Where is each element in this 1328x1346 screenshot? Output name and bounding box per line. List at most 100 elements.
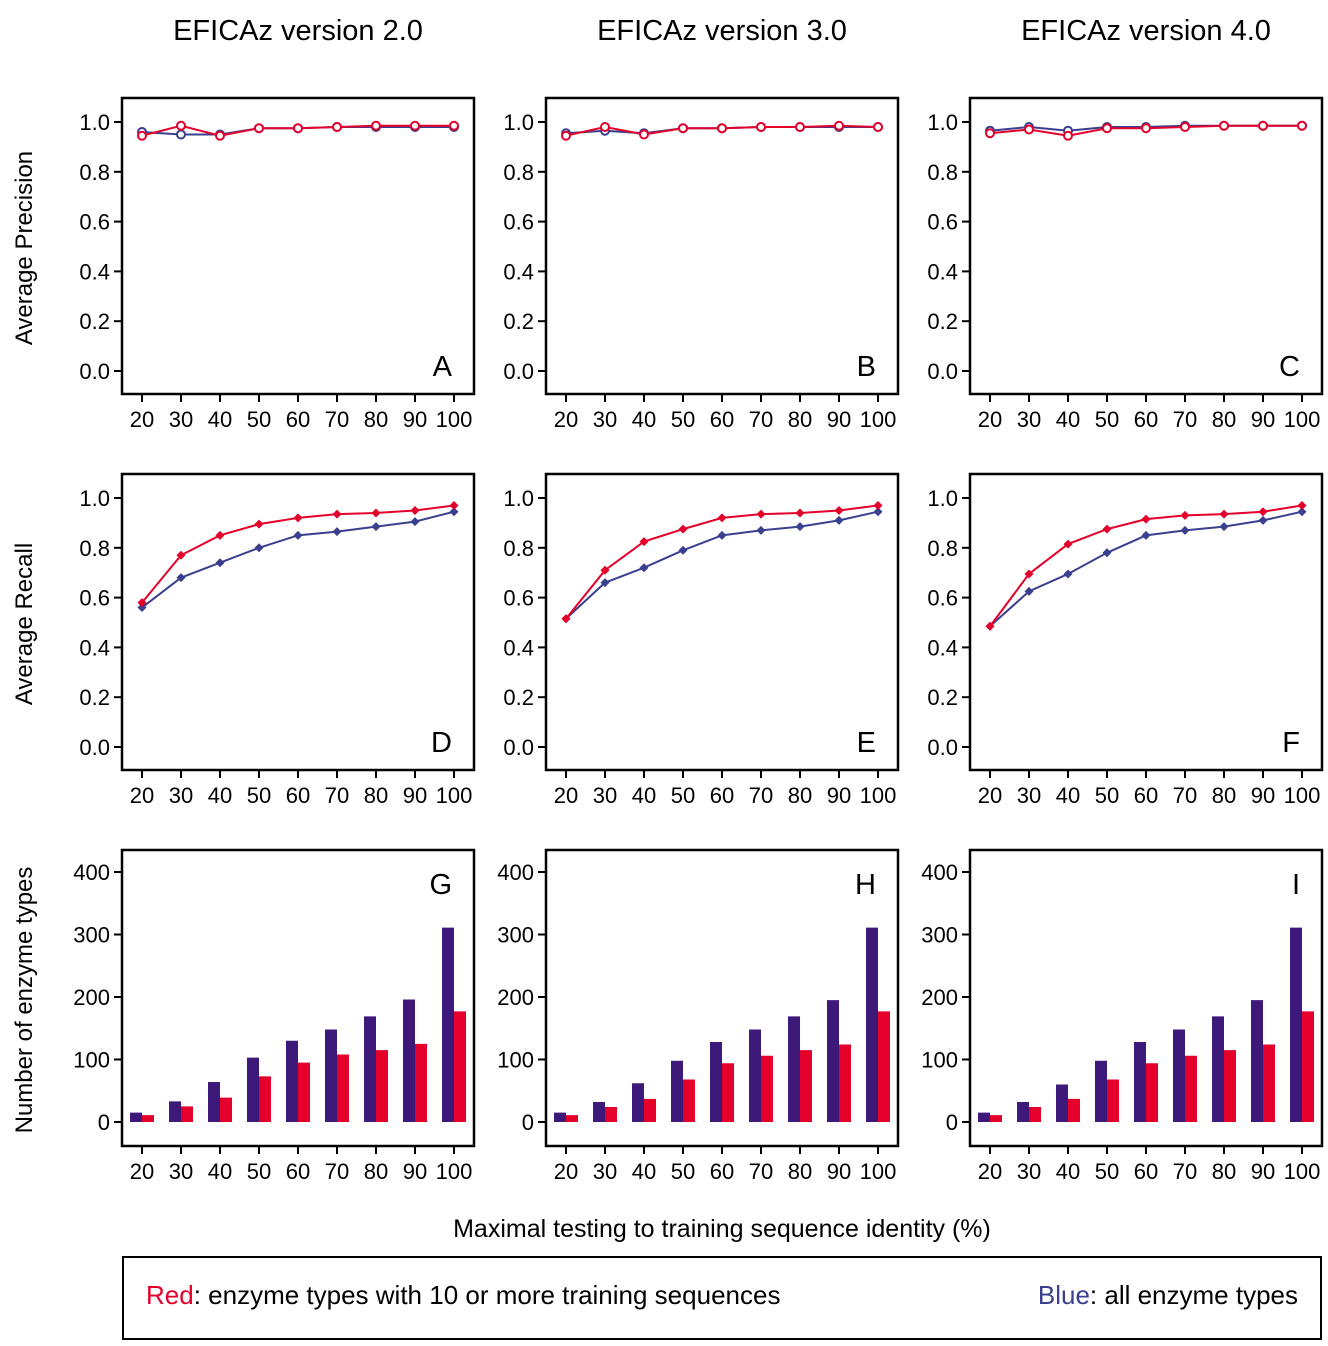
panel-a-xtick-label: 40 bbox=[208, 407, 232, 432]
legend-red-text: : enzyme types with 10 or more training … bbox=[193, 1280, 781, 1310]
panel-b-ytick-label: 1.0 bbox=[503, 110, 534, 135]
panel-d-point-red-70 bbox=[332, 509, 342, 519]
panel-i-ytick-label: 300 bbox=[921, 923, 958, 948]
row-ylabels: Average Precision Average Recall Number … bbox=[11, 151, 38, 1134]
panel-i-panel-label: I bbox=[1292, 869, 1300, 901]
panel-e-point-blue-90 bbox=[834, 515, 844, 525]
panel-d-xtick-label: 60 bbox=[286, 783, 310, 808]
panel-g: 0 100 200 300 400 20 30 40 50 60 70 80 90 100 G bbox=[73, 848, 476, 1184]
panel-g-panel-label: G bbox=[429, 869, 452, 901]
panel-b-panel-label: B bbox=[857, 351, 876, 383]
panel-c-xtick-label: 80 bbox=[1212, 407, 1236, 432]
ylabel-recall: Average Recall bbox=[11, 543, 38, 705]
panel-i-bar-blue-40 bbox=[1056, 1084, 1068, 1122]
panel-e-point-red-100 bbox=[873, 500, 883, 510]
panel-f-point-blue-30 bbox=[1024, 586, 1034, 596]
panel-h-xtick-label: 50 bbox=[671, 1159, 695, 1184]
panel-f-point-red-60 bbox=[1141, 514, 1151, 524]
panel-h-xtick-label: 90 bbox=[827, 1159, 851, 1184]
panel-c-xtick-label: 60 bbox=[1134, 407, 1158, 432]
panel-c-point-red-30 bbox=[1024, 124, 1034, 135]
ylabel-enzyme-count: Number of enzyme types bbox=[11, 867, 38, 1134]
panel-g-bar-red-50 bbox=[259, 1076, 271, 1122]
panel-c-point-red-40 bbox=[1063, 130, 1073, 141]
panel-c-xtick-label: 90 bbox=[1251, 407, 1275, 432]
panel-i-bar-red-60 bbox=[1146, 1063, 1158, 1122]
panel-g-bar-blue-20 bbox=[130, 1112, 142, 1122]
panel-f-point-red-70 bbox=[1180, 510, 1190, 520]
panel-f-xtick-label: 50 bbox=[1095, 783, 1119, 808]
panel-b-point-red-40 bbox=[639, 129, 649, 140]
panel-g-bar-red-20 bbox=[142, 1115, 154, 1122]
panel-e-point-blue-50 bbox=[678, 545, 688, 555]
panel-f-point-red-80 bbox=[1219, 509, 1229, 519]
panel-b-ytick-label: 0.4 bbox=[503, 259, 534, 284]
panel-c-ytick-label: 0.4 bbox=[927, 259, 958, 284]
panel-d-ytick-label: 0.8 bbox=[79, 536, 110, 561]
panel-i-bar-blue-50 bbox=[1095, 1060, 1107, 1122]
panel-h-bar-red-50 bbox=[683, 1079, 695, 1122]
panel-h-bar-red-20 bbox=[566, 1115, 578, 1122]
panel-f-xtick-label: 40 bbox=[1056, 783, 1080, 808]
column-title-2: EFICAz version 3.0 bbox=[597, 15, 847, 47]
panel-e-point-red-80 bbox=[795, 508, 805, 518]
panel-g-bar-red-40 bbox=[220, 1097, 232, 1122]
panel-b-ytick-label: 0.0 bbox=[503, 359, 534, 384]
panel-c-ytick-label: 1.0 bbox=[927, 110, 958, 135]
panel-c-point-red-50 bbox=[1102, 123, 1112, 134]
panel-i-xtick-label: 30 bbox=[1017, 1159, 1041, 1184]
panel-h-bar-red-70 bbox=[761, 1055, 773, 1122]
panel-i-ytick-label: 0 bbox=[946, 1110, 958, 1135]
column-title-3: EFICAz version 4.0 bbox=[1021, 15, 1271, 47]
panel-e-point-red-50 bbox=[678, 524, 688, 534]
panel-d: 0.0 0.2 0.4 0.6 0.8 1.0 20 30 40 50 60 70 80 90 100 D bbox=[79, 472, 476, 808]
panel-d-xtick-label: 40 bbox=[208, 783, 232, 808]
panel-g-bar-blue-100 bbox=[442, 927, 454, 1122]
panel-i-xtick-label: 40 bbox=[1056, 1159, 1080, 1184]
legend-blue-entry: Blue: all enzyme types bbox=[1038, 1280, 1298, 1311]
panel-i-xtick-label: 90 bbox=[1251, 1159, 1275, 1184]
panel-d-point-blue-70 bbox=[332, 527, 342, 537]
panel-f-xtick-label: 70 bbox=[1173, 783, 1197, 808]
panel-i-bar-blue-100 bbox=[1290, 927, 1302, 1122]
panel-g-bar-red-30 bbox=[181, 1106, 193, 1122]
panel-h-ytick-label: 300 bbox=[497, 923, 534, 948]
panel-g-xtick-label: 20 bbox=[130, 1159, 154, 1184]
panel-g-bar-red-70 bbox=[337, 1054, 349, 1122]
panel-i-ytick-label: 400 bbox=[921, 860, 958, 885]
panel-i-xtick-label: 50 bbox=[1095, 1159, 1119, 1184]
panel-a-point-red-70 bbox=[332, 121, 342, 132]
panel-d-line-blue bbox=[141, 510, 455, 609]
panel-f-point-blue-50 bbox=[1102, 548, 1112, 558]
panel-g-ytick-label: 200 bbox=[73, 985, 110, 1010]
panel-b-xtick-label: 30 bbox=[593, 407, 617, 432]
panel-e-point-blue-40 bbox=[639, 563, 649, 573]
panel-f-point-blue-40 bbox=[1063, 569, 1073, 579]
panel-e-ytick-label: 1.0 bbox=[503, 486, 534, 511]
panel-h-ytick-label: 200 bbox=[497, 985, 534, 1010]
panel-e-xtick-label: 100 bbox=[860, 783, 897, 808]
panel-h-bar-blue-20 bbox=[554, 1112, 566, 1122]
panel-h-xtick-label: 80 bbox=[788, 1159, 812, 1184]
panel-b-xtick-label: 20 bbox=[554, 407, 578, 432]
panel-i-bar-red-50 bbox=[1107, 1079, 1119, 1122]
panel-h-ytick-label: 100 bbox=[497, 1048, 534, 1073]
panel-h-bar-red-30 bbox=[605, 1107, 617, 1122]
panel-c-point-red-90 bbox=[1258, 120, 1268, 131]
panel-i-bar-red-100 bbox=[1302, 1011, 1314, 1122]
panel-i-bar-red-80 bbox=[1224, 1050, 1236, 1122]
panel-d-point-blue-90 bbox=[410, 517, 420, 527]
panel-b-point-red-80 bbox=[795, 121, 805, 132]
panel-i-bar-red-30 bbox=[1029, 1107, 1041, 1122]
panel-g-xtick-label: 80 bbox=[364, 1159, 388, 1184]
panel-a-xtick-label: 50 bbox=[247, 407, 271, 432]
panel-e-xtick-label: 20 bbox=[554, 783, 578, 808]
panel-e-xtick-label: 60 bbox=[710, 783, 734, 808]
panel-b-xtick-label: 60 bbox=[710, 407, 734, 432]
panel-f-point-blue-100 bbox=[1297, 507, 1307, 517]
panel-f-point-red-50 bbox=[1102, 524, 1112, 534]
panel-e-point-blue-80 bbox=[795, 522, 805, 532]
panel-a-ytick-label: 0.0 bbox=[79, 359, 110, 384]
